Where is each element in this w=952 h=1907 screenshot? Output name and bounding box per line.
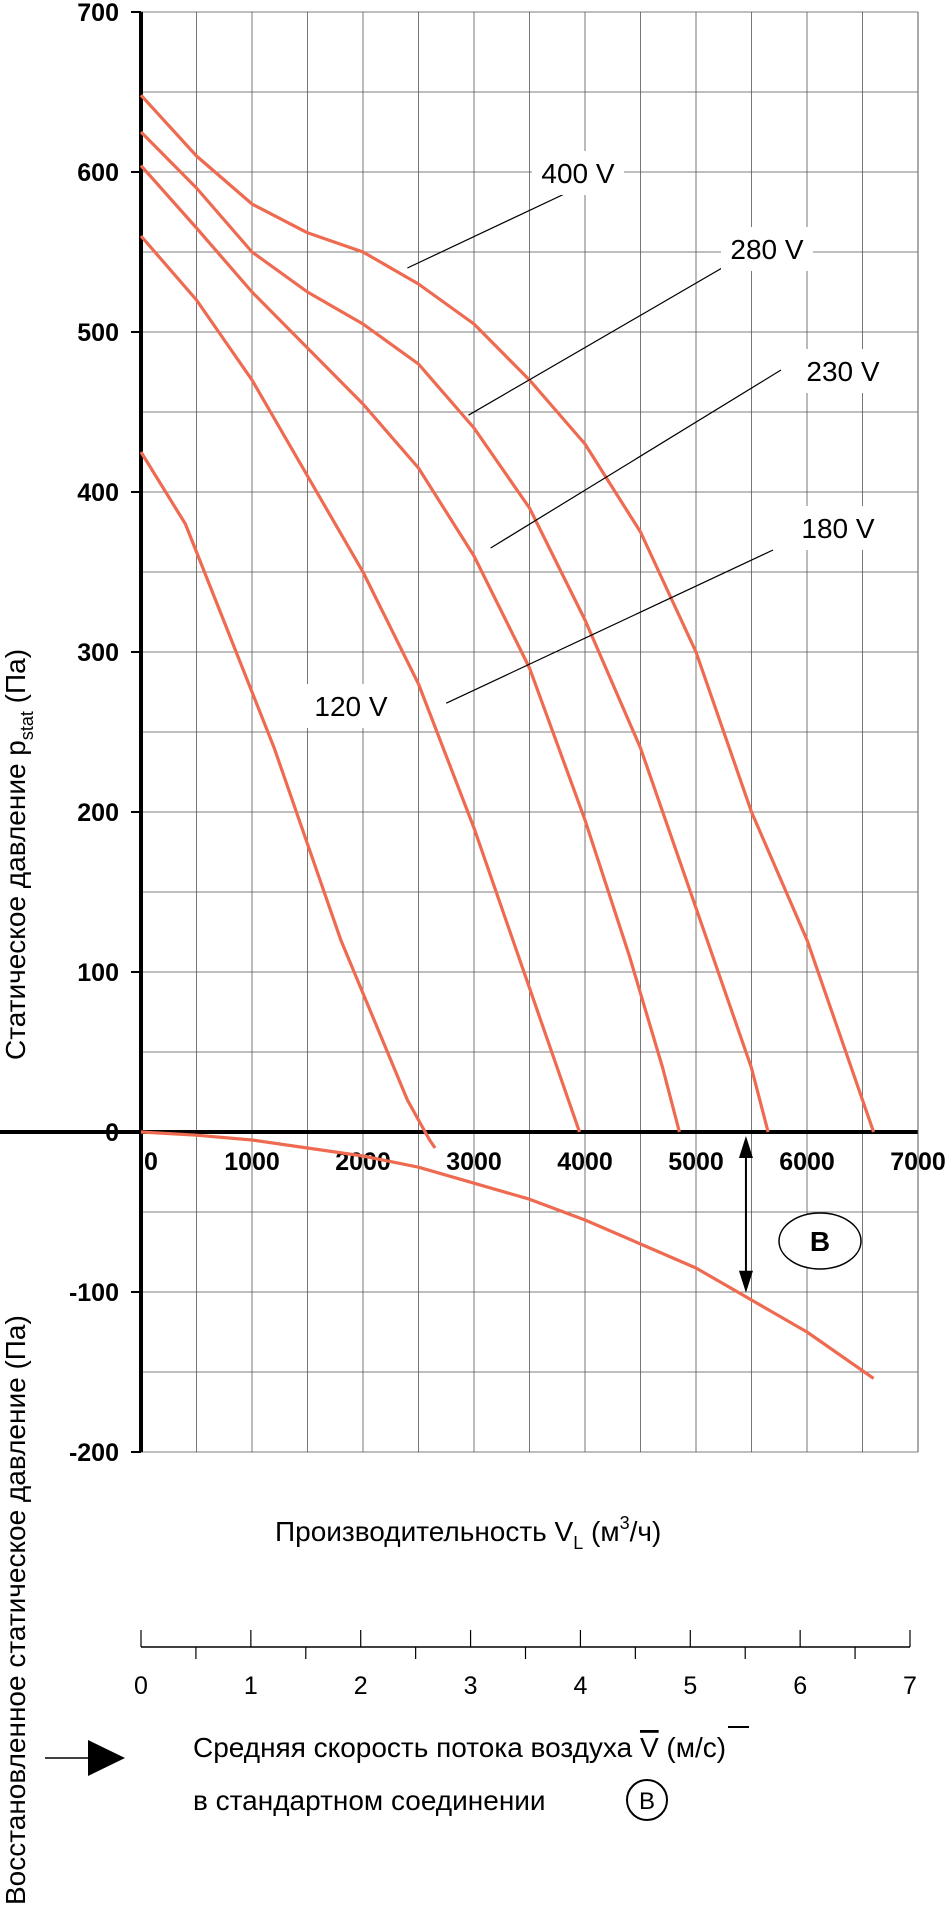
marker-label: B xyxy=(810,1226,830,1257)
marker-arrow-down xyxy=(738,1270,753,1293)
x-tick-label: 4000 xyxy=(557,1148,613,1176)
y-axis-title-recovered: Восстановленное статическое давление (Па… xyxy=(0,1315,31,1905)
curves xyxy=(139,94,876,1380)
velocity-tick-label: 1 xyxy=(244,1672,258,1700)
x-tick-label: 3000 xyxy=(446,1148,502,1176)
velocity-tick-label: 4 xyxy=(573,1672,587,1700)
velocity-tick-label: 5 xyxy=(683,1672,697,1700)
velocity-tick-label: 2 xyxy=(354,1672,368,1700)
curve-230v xyxy=(139,164,681,1133)
y-tick-label: -200 xyxy=(69,1439,119,1467)
velocity-axis xyxy=(140,1630,911,1659)
velocity-tick-label: 3 xyxy=(464,1672,478,1700)
velocity-tick-label: 6 xyxy=(793,1672,807,1700)
curve-400v xyxy=(139,94,876,1133)
y-tick-label: 400 xyxy=(77,479,119,507)
x-tick-label: 1000 xyxy=(224,1148,280,1176)
y-tick-label: -100 xyxy=(69,1279,119,1307)
marker-arrow-up xyxy=(738,1136,753,1158)
x-tick-labels: 0 1000 2000 3000 4000 5000 6000 7000 xyxy=(144,1148,946,1176)
curve-label-bg xyxy=(532,151,624,195)
curve-280v xyxy=(139,130,770,1133)
y-tick-label: 600 xyxy=(77,159,119,187)
x-tick-label: 7000 xyxy=(890,1148,946,1176)
curve-label-bg xyxy=(721,227,813,271)
y-tick-label: 700 xyxy=(77,0,119,27)
velocity-label-line1: Средняя скорость потока воздуха V (м/с) xyxy=(193,1732,726,1763)
velocity-tick-label: 7 xyxy=(903,1672,917,1700)
curve-labels: 400 V 280 V 230 V 180 V 120 V xyxy=(305,151,889,728)
curve-120v xyxy=(139,451,437,1149)
curve-label: 180 V xyxy=(801,513,874,544)
x-tick-label: 0 xyxy=(144,1148,158,1176)
curve-label-bg xyxy=(305,684,397,728)
x-tick-label: 5000 xyxy=(668,1148,724,1176)
velocity-marker-label: B xyxy=(639,1788,655,1815)
y-tick-labels: 700 600 500 400 300 200 100 0 -100 -200 xyxy=(69,0,141,1467)
velocity-marker-circle xyxy=(626,1779,668,1821)
velocity-tick-labels: 0 1 2 3 4 5 6 7 xyxy=(134,1672,917,1700)
curve-180v xyxy=(139,234,582,1133)
y-axis-title-static: Статическое давление pstat (Па) xyxy=(0,649,37,1060)
curve-label: 400 V xyxy=(541,158,614,189)
marker-ellipse xyxy=(778,1212,862,1270)
y-tick-label: 100 xyxy=(77,959,119,987)
velocity-label-line2: в стандартном соединении xyxy=(193,1785,546,1816)
leader-line xyxy=(490,369,782,549)
y-tick-label: 300 xyxy=(77,639,119,667)
y-tick-label: 0 xyxy=(105,1119,119,1147)
leader-line xyxy=(468,249,754,416)
curve-label: 230 V xyxy=(806,356,879,387)
curve-label: 280 V xyxy=(730,234,803,265)
marker-b: B xyxy=(738,1136,862,1293)
curve-recovered xyxy=(140,1130,875,1380)
y-tick-label: 500 xyxy=(77,319,119,347)
curve-label: 120 V xyxy=(314,691,387,722)
curve-label-bg xyxy=(792,506,884,550)
x-axis-title: Производительность VL (м3/ч) xyxy=(275,1513,661,1553)
leader-line xyxy=(445,549,774,704)
arrow-bullet-icon xyxy=(88,1740,125,1776)
velocity-tick-label: 0 xyxy=(134,1672,148,1700)
y-tick-label: 200 xyxy=(77,799,119,827)
label-leaders xyxy=(407,171,782,704)
x-tick-label: 6000 xyxy=(779,1148,835,1176)
curve-label-bg xyxy=(797,349,889,393)
